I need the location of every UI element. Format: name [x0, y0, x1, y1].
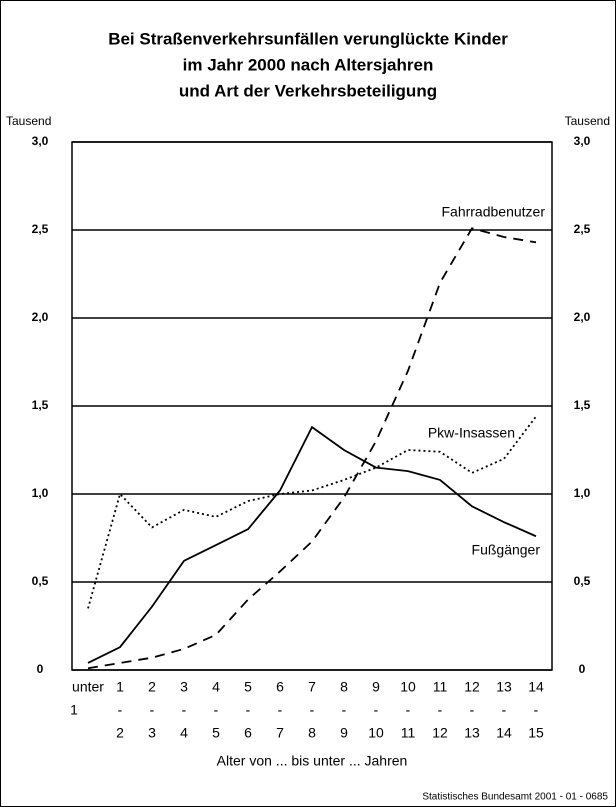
series-line	[87, 416, 537, 609]
y-tick-label: 2,0	[32, 310, 49, 324]
x-axis-label: Alter von ... bis unter ... Jahren	[217, 753, 408, 769]
x-tick-label: 9	[340, 725, 348, 741]
chart-title: Bei Straßenverkehrsunfällen verunglückte…	[108, 29, 508, 48]
y-tick-label: 0	[37, 662, 44, 676]
x-tick-label: 9	[372, 679, 380, 695]
x-tick-label: unter	[72, 679, 104, 695]
x-tick-label: 7	[276, 725, 284, 741]
x-tick-label: -	[438, 702, 443, 718]
x-tick-label: -	[182, 702, 187, 718]
series-label: Fußgänger	[472, 542, 541, 558]
x-tick-label: 11	[401, 725, 416, 741]
chart-title: und Art der Verkehrsbeteiligung	[179, 81, 437, 100]
y-tick-label: 3,0	[32, 134, 49, 148]
x-tick-label: 2	[116, 725, 124, 741]
x-tick-label: 15	[528, 725, 544, 741]
x-tick-label: 8	[308, 725, 316, 741]
y-tick-label: 1,0	[32, 486, 49, 500]
x-tick-label: -	[278, 702, 283, 718]
x-tick-label: 2	[148, 679, 156, 695]
x-tick-label: 8	[340, 679, 348, 695]
x-tick-label: 1	[70, 702, 78, 718]
y2-axis-label: Tausend	[565, 114, 610, 128]
x-tick-label: 5	[244, 679, 252, 695]
chart-title: im Jahr 2000 nach Altersjahren	[183, 55, 434, 74]
x-tick-label: 12	[464, 679, 480, 695]
y-tick-label: 2,5	[32, 222, 49, 236]
x-tick-label: 4	[212, 679, 220, 695]
series-line	[87, 227, 537, 670]
y2-tick-label: 1,0	[574, 486, 591, 500]
x-tick-label: 4	[180, 725, 188, 741]
x-tick-label: -	[470, 702, 475, 718]
x-tick-label: -	[310, 702, 315, 718]
source: Statistisches Bundesamt 2001 - 01 - 0685	[422, 792, 608, 803]
series-label: Pkw-Insassen	[428, 425, 515, 441]
x-tick-label: 11	[433, 679, 448, 695]
x-tick-label: 3	[180, 679, 188, 695]
x-tick-label: -	[118, 702, 123, 718]
y2-tick-label: 0,5	[574, 574, 591, 588]
x-tick-label: -	[534, 702, 539, 718]
x-tick-label: 13	[464, 725, 480, 741]
x-tick-label: 6	[244, 725, 252, 741]
x-tick-label: -	[374, 702, 379, 718]
y-tick-label: 0,5	[32, 574, 49, 588]
y2-tick-label: 1,5	[574, 398, 591, 412]
x-tick-label: -	[342, 702, 347, 718]
x-tick-label: -	[502, 702, 507, 718]
x-tick-label: 1	[116, 679, 124, 695]
x-tick-label: 3	[148, 725, 156, 741]
x-tick-label: 10	[400, 679, 416, 695]
x-tick-label: 5	[212, 725, 220, 741]
x-tick-label: 13	[496, 679, 512, 695]
x-tick-label: 14	[496, 725, 512, 741]
y2-tick-label: 0	[579, 662, 586, 676]
y-tick-label: 1,5	[32, 398, 49, 412]
x-tick-label: 7	[308, 679, 316, 695]
x-tick-label: 6	[276, 679, 284, 695]
y2-tick-label: 2,0	[574, 310, 591, 324]
y2-tick-label: 3,0	[574, 134, 591, 148]
x-tick-label: 10	[368, 725, 384, 741]
series-line	[87, 425, 537, 664]
x-tick-label: 12	[432, 725, 448, 741]
x-tick-label: -	[214, 702, 219, 718]
x-tick-label: -	[246, 702, 251, 718]
series-label: Fahrradbenutzer	[441, 204, 545, 220]
x-tick-label: -	[406, 702, 411, 718]
y-axis-label: Tausend	[6, 114, 51, 128]
x-tick-label: 14	[528, 679, 544, 695]
y2-tick-label: 2,5	[574, 222, 591, 236]
x-tick-label: -	[150, 702, 155, 718]
